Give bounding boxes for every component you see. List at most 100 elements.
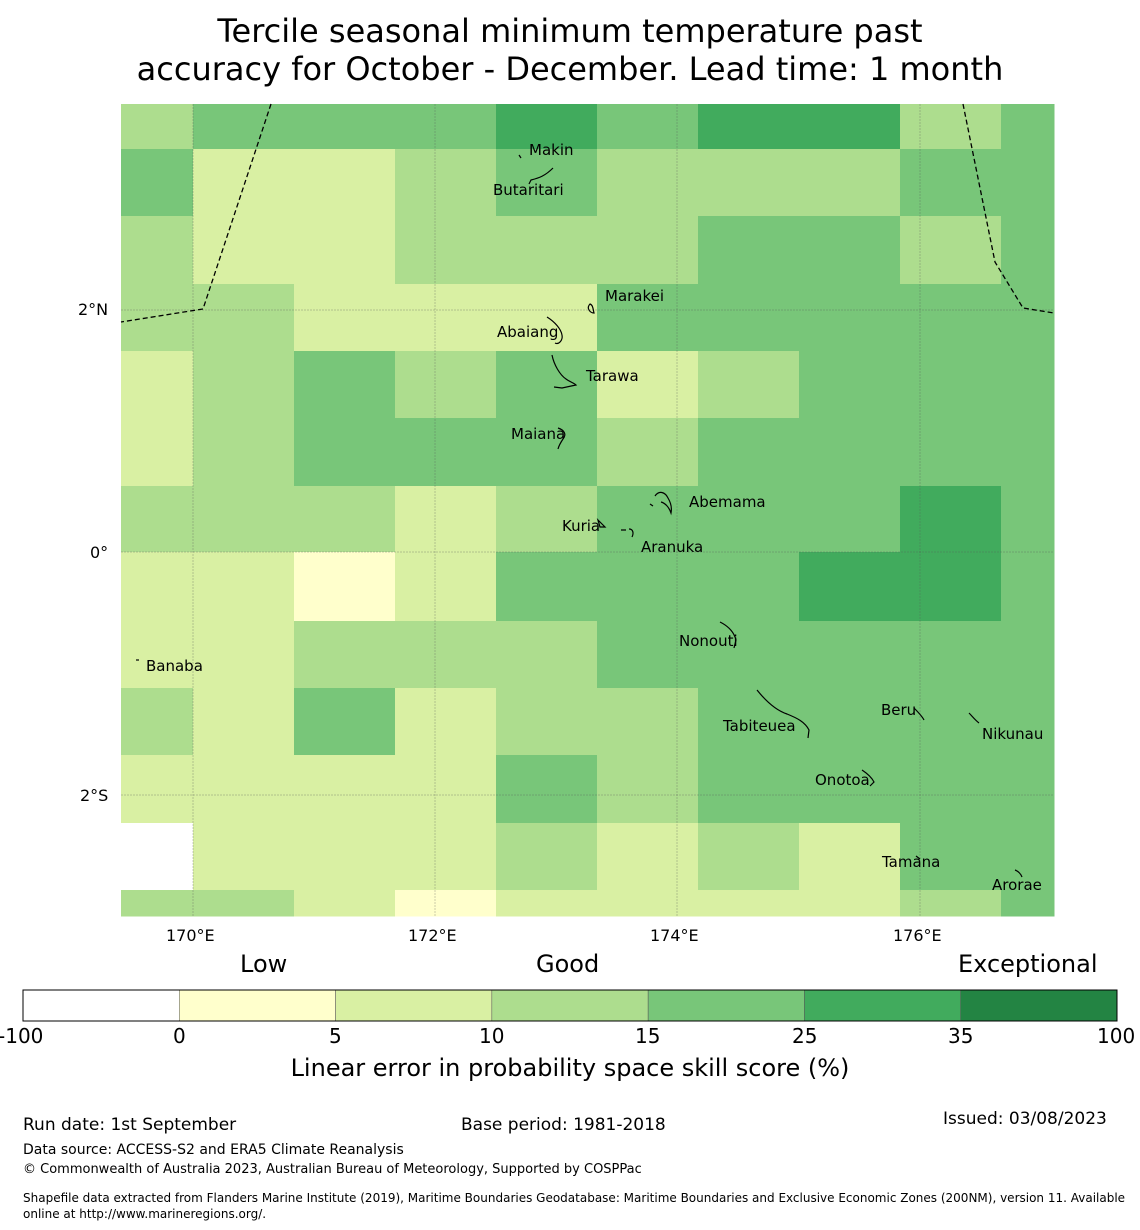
colorbar-segment [960, 989, 1118, 1022]
island-label-banaba: Banaba [146, 657, 203, 675]
grid-cell [1001, 351, 1055, 419]
grid-cell [1001, 823, 1055, 891]
island-label-abemama: Abemama [689, 493, 766, 511]
grid-cell [496, 621, 598, 689]
abemama-outline [649, 491, 672, 516]
grid-cell [294, 351, 396, 419]
chart-title-line-1: Tercile seasonal minimum temperature pas… [217, 12, 923, 50]
grid-cell [395, 688, 497, 756]
grid-cell [698, 552, 800, 622]
grid-cell [395, 890, 497, 917]
grid-cell [193, 418, 295, 487]
island-label-kuria: Kuria [562, 517, 601, 535]
grid-cell [698, 890, 800, 917]
grid-cell [395, 823, 497, 891]
grid-cell [395, 351, 497, 419]
grid-cell [799, 688, 901, 756]
lat-tick-0: 0° [90, 543, 109, 562]
grid-cell [1001, 890, 1055, 917]
nikunau-outline [968, 712, 980, 724]
colorbar-tick-label: 5 [329, 1024, 342, 1048]
colorbar-tick-label: 35 [948, 1024, 974, 1048]
grid-cell [496, 351, 598, 419]
grid-cell [597, 755, 699, 824]
grid-cell [496, 755, 598, 824]
grid-cell [597, 216, 699, 285]
grid-cell [121, 621, 194, 689]
grid-cell [121, 755, 194, 824]
island-label-maiana: Maiana [511, 425, 566, 443]
colorbar-tick-label: 10 [479, 1024, 505, 1048]
grid-cell [294, 149, 396, 217]
colorbar-tick-label: 0 [173, 1024, 186, 1048]
grid-cell [193, 890, 295, 917]
grid-cell [1001, 149, 1055, 217]
grid-cell [121, 823, 194, 891]
grid-cell [900, 216, 1002, 285]
grid-cell [496, 284, 598, 352]
grid-cell [121, 890, 194, 917]
grid-cell [294, 890, 396, 917]
island-label-tabiteuea: Tabiteuea [723, 717, 796, 735]
grid-cell [193, 823, 295, 891]
grid-cell [121, 486, 194, 553]
grid-cell [597, 890, 699, 917]
grid-cell [900, 755, 1002, 824]
grid-cell [799, 823, 901, 891]
colorbar-frame [22, 989, 1118, 1022]
grid-cell [799, 284, 901, 352]
tamana-outline [915, 855, 921, 860]
lon-tick-174: 174°E [650, 926, 699, 945]
grid-cell [698, 418, 800, 487]
grid-cell [294, 621, 396, 689]
grid-cell [900, 284, 1002, 352]
lat-tick-2s: 2°S [80, 786, 109, 805]
category-label-good: Good [536, 950, 600, 978]
category-label-exceptional: Exceptional [958, 950, 1098, 978]
grid-cell [900, 351, 1002, 419]
lon-tick-172: 172°E [408, 926, 457, 945]
abaiang-outline [546, 316, 563, 345]
grid-cell [900, 418, 1002, 487]
grid-cell [496, 552, 598, 622]
grid-cell [395, 216, 497, 285]
butaritari-outline [528, 167, 554, 185]
data-source: Data source: ACCESS-S2 and ERA5 Climate … [23, 1142, 404, 1158]
colorbar-tick-label: 100 [1097, 1024, 1136, 1048]
grid-cell [294, 755, 396, 824]
grid-cell [698, 351, 800, 419]
grid-cell [698, 823, 800, 891]
grid-cell [597, 104, 699, 150]
grid-cell [597, 621, 699, 689]
nonouti-outline [719, 621, 737, 649]
onotoa-outline [861, 769, 875, 787]
grid-cell [799, 216, 901, 285]
grid-cell [193, 104, 295, 150]
grid-cell [395, 284, 497, 352]
maiana-outline [557, 427, 566, 450]
grid-cell [121, 216, 194, 285]
grid-cell [121, 688, 194, 756]
island-label-beru: Beru [881, 701, 917, 719]
grid-cell [395, 418, 497, 487]
grid-cell [496, 688, 598, 756]
colorbar-tick-label: 25 [792, 1024, 818, 1048]
grid-cell [698, 688, 800, 756]
grid-cell [395, 755, 497, 824]
grid-cell [121, 418, 194, 487]
grid-cell [799, 104, 901, 150]
tarawa-outline [551, 354, 578, 389]
kuria-outline [596, 517, 607, 528]
island-outlines [136, 154, 1023, 878]
grid-cell [799, 149, 901, 217]
graticule [121, 104, 1054, 916]
grid-cell [395, 104, 497, 150]
grid-cell [193, 621, 295, 689]
grid-cell [294, 486, 396, 553]
grid-cell [1001, 418, 1055, 487]
grid-cell [698, 486, 800, 553]
grid-cell [395, 621, 497, 689]
grid-cell [597, 149, 699, 217]
island-label-tamana: Tamana [882, 853, 941, 871]
shapefile-credit-line-2: online at http://www.marineregions.org/. [23, 1207, 267, 1221]
